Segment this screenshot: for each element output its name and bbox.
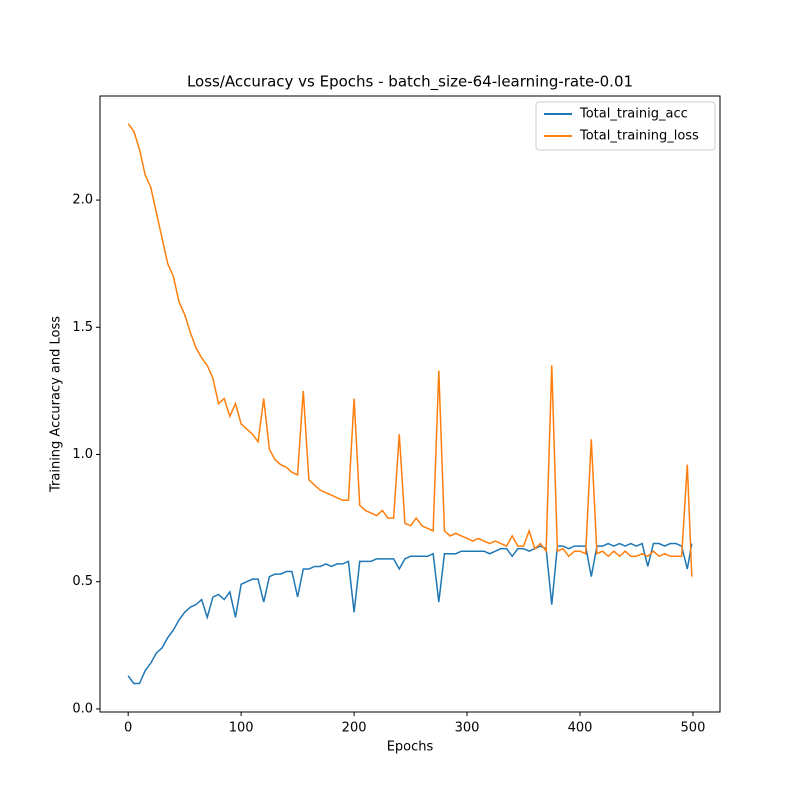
x-tick-label: 100: [229, 721, 254, 736]
plot-frame: [99, 95, 721, 713]
y-tick-label: 1.0: [72, 447, 93, 462]
legend-label: Total_trainig_acc: [579, 107, 688, 122]
x-tick-label: 0: [124, 721, 132, 736]
legend-box: [535, 101, 716, 151]
legend-label: Total_training_loss: [579, 129, 699, 144]
x-axis-label: Epochs: [387, 740, 434, 755]
x-tick-label: 300: [455, 721, 480, 736]
y-tick-label: 0.0: [72, 701, 93, 716]
chart-title: Loss/Accuracy vs Epochs - batch_size-64-…: [187, 73, 633, 92]
y-tick-label: 2.0: [72, 193, 93, 208]
y-axis-label: Training Accuracy and Loss: [49, 316, 64, 493]
data-line: [127, 123, 693, 577]
x-tick-label: 500: [681, 721, 706, 736]
x-tick-label: 200: [342, 721, 367, 736]
y-tick-label: 1.5: [72, 320, 93, 335]
y-tick-label: 0.5: [72, 574, 93, 589]
x-tick-label: 400: [568, 721, 593, 736]
data-line: [127, 542, 693, 685]
